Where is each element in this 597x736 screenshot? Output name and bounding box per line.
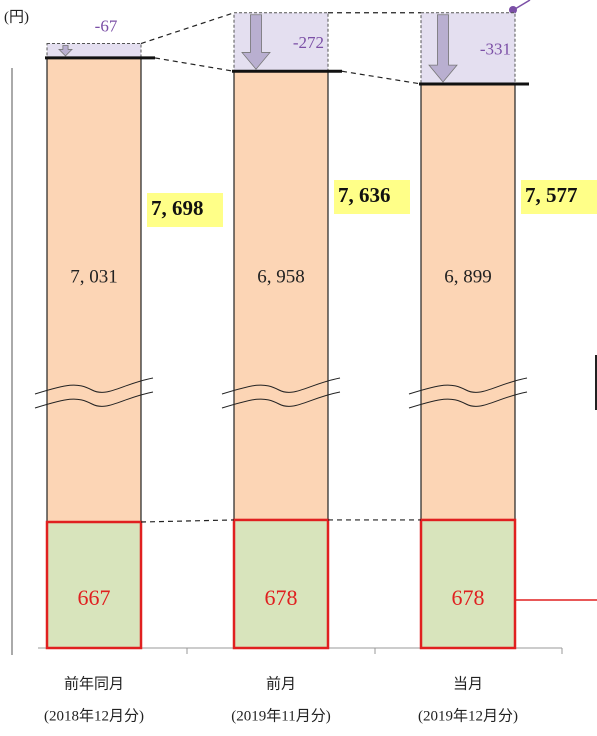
x-tick-note: (2019年12月分) xyxy=(418,707,518,724)
arrow xyxy=(58,45,73,57)
callout-dot xyxy=(509,6,517,14)
value-label: 7, 031 xyxy=(70,266,118,287)
bar-segment xyxy=(419,518,517,650)
bar-segment xyxy=(233,70,329,521)
axis-break xyxy=(221,377,341,395)
x-tick-label: 前月 xyxy=(266,675,296,692)
axis-break xyxy=(408,391,528,409)
value-label: 678 xyxy=(265,585,298,610)
unit-label: (円) xyxy=(4,9,29,25)
connector xyxy=(341,70,422,85)
total-label: 7, 636 xyxy=(338,183,391,207)
total-label-bg xyxy=(334,180,410,214)
connector xyxy=(140,12,235,45)
total-label: 7, 577 xyxy=(525,183,578,207)
value-label: 6, 958 xyxy=(257,266,305,287)
arrow xyxy=(428,14,458,83)
bar-segment xyxy=(232,518,330,650)
x-tick-label: 当月 xyxy=(453,675,483,692)
connector xyxy=(154,57,235,72)
x-tick-label: 前年同月 xyxy=(64,675,124,692)
x-tick-note: (2018年12月分) xyxy=(44,707,144,724)
value-label: -67 xyxy=(95,16,118,35)
total-label-bg xyxy=(521,180,597,214)
value-label: 678 xyxy=(452,585,485,610)
axis-break xyxy=(34,391,154,409)
arrow xyxy=(241,14,271,70)
x-tick-note: (2019年11月分) xyxy=(231,707,330,724)
bar-segment xyxy=(420,83,516,521)
value-label: -272 xyxy=(293,33,324,52)
total-label-bg xyxy=(147,193,223,227)
total-label: 7, 698 xyxy=(151,196,204,220)
value-label: -331 xyxy=(480,39,511,58)
bar-segment xyxy=(45,520,143,650)
value-label: 667 xyxy=(78,585,111,610)
bar-segment xyxy=(46,57,142,523)
axis-break xyxy=(34,377,154,395)
axis-break xyxy=(408,377,528,395)
value-label: 6, 899 xyxy=(444,266,492,287)
connector xyxy=(140,519,235,523)
axis-break xyxy=(221,391,341,409)
